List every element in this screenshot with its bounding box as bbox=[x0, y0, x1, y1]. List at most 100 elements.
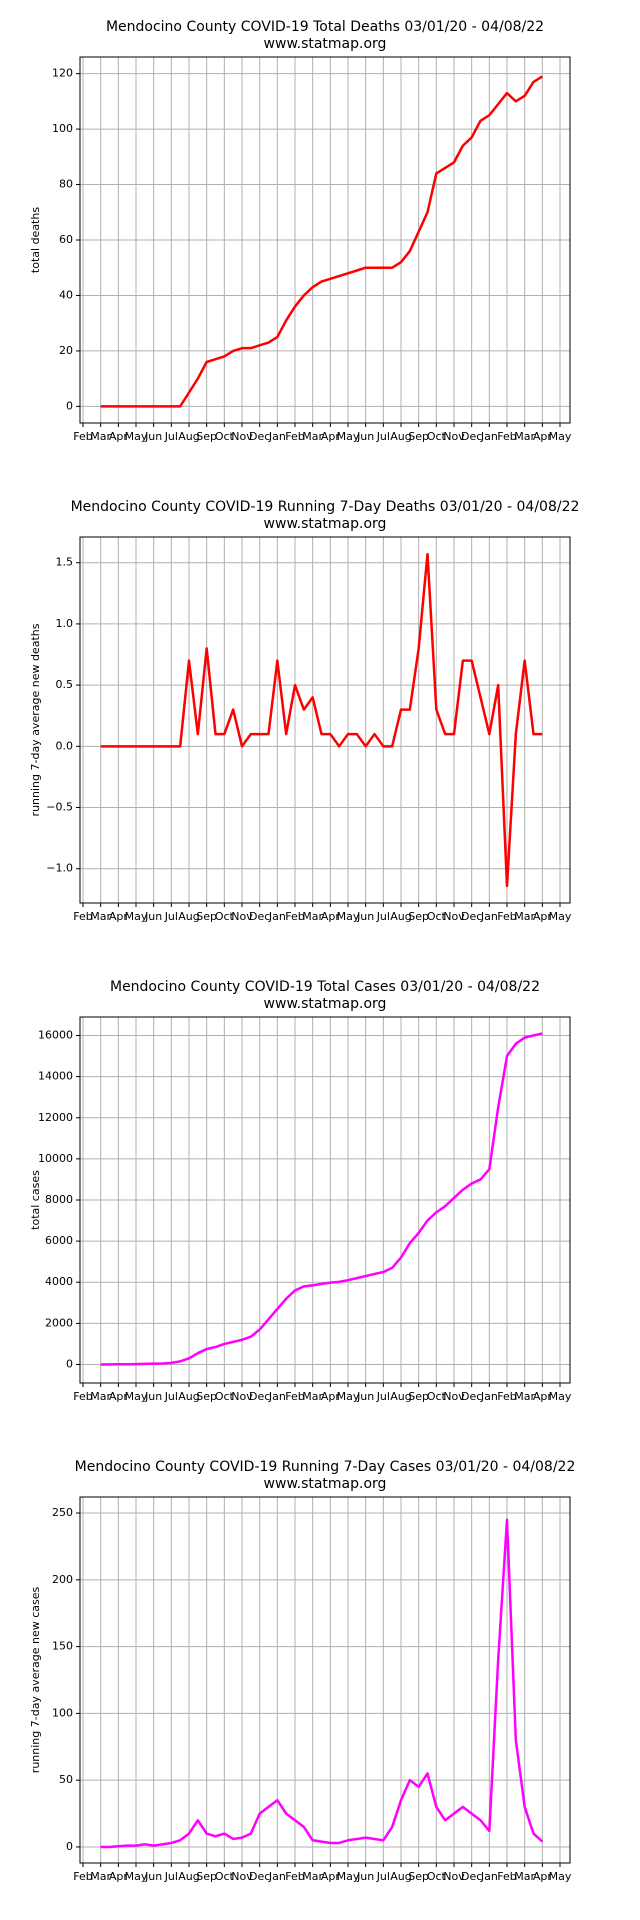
data-line bbox=[100, 1032, 543, 1366]
y-tick-label: 16000 bbox=[38, 1029, 73, 1042]
x-tick-label: Feb bbox=[73, 430, 92, 443]
x-tick-label: Dec bbox=[249, 1870, 270, 1883]
y-tick-label: 100 bbox=[52, 122, 73, 135]
y-tick-label: 0.0 bbox=[56, 739, 74, 752]
x-tick-label: Nov bbox=[231, 1390, 253, 1403]
x-tick-label: Nov bbox=[443, 910, 465, 923]
x-tick-label: Jan bbox=[268, 1870, 286, 1883]
x-tick-label: Apr bbox=[109, 1870, 129, 1883]
x-tick-label: May bbox=[337, 1390, 360, 1403]
x-tick-label: Feb bbox=[285, 1390, 304, 1403]
x-tick-label: Jan bbox=[268, 910, 286, 923]
x-tick-label: Jan bbox=[480, 1390, 498, 1403]
x-tick-label: Nov bbox=[231, 910, 253, 923]
x-tick-label: Apr bbox=[109, 910, 129, 923]
x-tick-label: Feb bbox=[497, 910, 516, 923]
x-tick-label: Apr bbox=[109, 430, 129, 443]
x-tick-label: May bbox=[549, 910, 572, 923]
y-tick-label: −0.5 bbox=[46, 801, 73, 814]
y-tick-label: 4000 bbox=[45, 1275, 73, 1288]
x-tick-label: Jan bbox=[268, 1390, 286, 1403]
x-tick-label: Jul bbox=[164, 910, 178, 923]
x-tick-label: Dec bbox=[249, 910, 270, 923]
x-tick-label: Sep bbox=[196, 1390, 217, 1403]
x-tick-label: Jun bbox=[356, 430, 374, 443]
y-tick-label: 80 bbox=[59, 178, 73, 191]
x-tick-label: Jul bbox=[164, 1870, 178, 1883]
x-tick-label: Sep bbox=[408, 430, 429, 443]
x-tick-label: Dec bbox=[249, 430, 270, 443]
y-tick-label: 60 bbox=[59, 233, 73, 246]
x-tick-label: Jul bbox=[376, 910, 390, 923]
x-tick-label: Apr bbox=[533, 910, 553, 923]
x-tick-label: Oct bbox=[215, 1390, 235, 1403]
y-axis-label: total deaths bbox=[29, 207, 42, 273]
x-tick-label: Apr bbox=[321, 1870, 341, 1883]
x-tick-label: Dec bbox=[461, 910, 482, 923]
x-tick-label: Aug bbox=[178, 1870, 199, 1883]
x-tick-label: Jun bbox=[356, 1390, 374, 1403]
x-tick-label: Jul bbox=[164, 1390, 178, 1403]
x-tick-label: Aug bbox=[178, 1390, 199, 1403]
y-tick-label: 0 bbox=[66, 1840, 73, 1853]
x-tick-label: Mar bbox=[90, 910, 111, 923]
x-tick-label: May bbox=[549, 1390, 572, 1403]
x-tick-label: May bbox=[549, 430, 572, 443]
x-tick-label: Apr bbox=[321, 430, 341, 443]
x-tick-label: Apr bbox=[321, 910, 341, 923]
x-tick-label: Sep bbox=[408, 1870, 429, 1883]
x-tick-label: Feb bbox=[73, 1390, 92, 1403]
x-tick-label: Jul bbox=[376, 430, 390, 443]
x-tick-label: Jul bbox=[164, 430, 178, 443]
x-tick-label: Nov bbox=[443, 1870, 465, 1883]
x-tick-label: May bbox=[337, 430, 360, 443]
chart-subtitle: www.statmap.org bbox=[264, 36, 387, 52]
x-tick-label: Mar bbox=[90, 1870, 111, 1883]
x-tick-label: Jun bbox=[144, 1390, 162, 1403]
y-tick-label: 150 bbox=[52, 1640, 73, 1653]
x-tick-label: Feb bbox=[285, 430, 304, 443]
x-tick-label: May bbox=[125, 910, 148, 923]
x-tick-label: May bbox=[125, 430, 148, 443]
plot-frame bbox=[79, 1496, 571, 1864]
x-tick-label: May bbox=[337, 1870, 360, 1883]
x-tick-label: Oct bbox=[427, 910, 447, 923]
chart-title: Mendocino County COVID-19 Running 7-Day … bbox=[75, 1459, 576, 1475]
x-tick-label: Jun bbox=[144, 1870, 162, 1883]
x-tick-label: Oct bbox=[427, 430, 447, 443]
chart-subtitle: www.statmap.org bbox=[264, 996, 387, 1012]
y-tick-label: 40 bbox=[59, 288, 73, 301]
x-tick-label: Mar bbox=[302, 1390, 323, 1403]
y-tick-label: 20 bbox=[59, 344, 73, 357]
x-tick-label: Aug bbox=[390, 1390, 411, 1403]
x-tick-label: Aug bbox=[178, 910, 199, 923]
plot-frame bbox=[79, 56, 571, 424]
x-tick-label: Oct bbox=[427, 1870, 447, 1883]
y-tick-label: −1.0 bbox=[46, 862, 73, 875]
x-tick-label: Dec bbox=[461, 1390, 482, 1403]
x-tick-label: Jun bbox=[356, 1870, 374, 1883]
y-tick-label: 6000 bbox=[45, 1234, 73, 1247]
x-tick-label: Feb bbox=[497, 1870, 516, 1883]
x-tick-label: Mar bbox=[514, 910, 535, 923]
x-tick-label: Nov bbox=[231, 1870, 253, 1883]
x-tick-label: Sep bbox=[196, 910, 217, 923]
y-axis-label: total cases bbox=[29, 1170, 42, 1230]
chart: Mendocino County COVID-19 Total Deaths 0… bbox=[29, 19, 572, 443]
x-tick-label: Sep bbox=[196, 1870, 217, 1883]
x-tick-label: Jun bbox=[144, 430, 162, 443]
x-tick-label: Dec bbox=[461, 430, 482, 443]
chart: Mendocino County COVID-19 Running 7-Day … bbox=[29, 1459, 575, 1883]
y-tick-label: 100 bbox=[52, 1706, 73, 1719]
x-tick-label: Oct bbox=[215, 430, 235, 443]
y-tick-label: 1.5 bbox=[56, 556, 74, 569]
x-tick-label: Apr bbox=[533, 1390, 553, 1403]
x-tick-label: Mar bbox=[514, 1390, 535, 1403]
y-tick-label: 14000 bbox=[38, 1070, 73, 1083]
x-tick-label: Feb bbox=[285, 1870, 304, 1883]
y-tick-label: 0.5 bbox=[56, 678, 74, 691]
x-tick-label: Mar bbox=[514, 1870, 535, 1883]
x-tick-label: Nov bbox=[231, 430, 253, 443]
y-axis-label: running 7-day average new deaths bbox=[29, 623, 42, 816]
chart: Mendocino County COVID-19 Running 7-Day … bbox=[29, 499, 579, 923]
